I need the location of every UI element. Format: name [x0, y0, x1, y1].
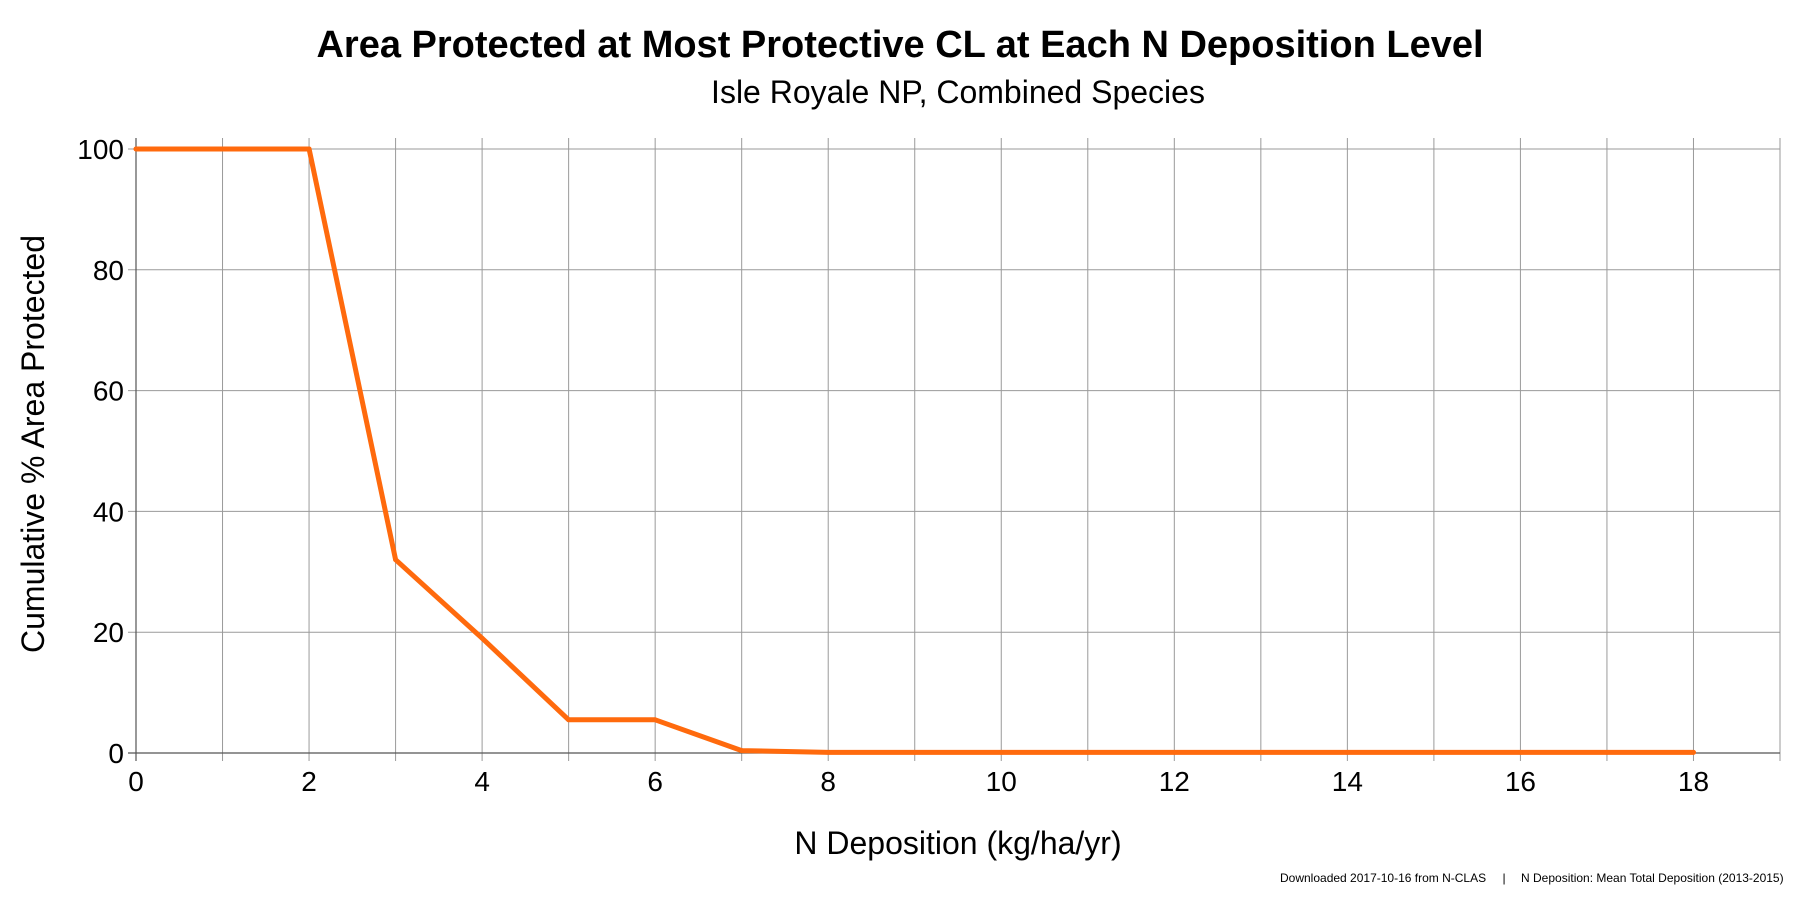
x-tick-label: 4: [474, 766, 490, 797]
data-point: [1604, 749, 1610, 755]
grid: [128, 138, 1781, 761]
series-layer: [133, 146, 1696, 755]
data-point: [306, 146, 312, 152]
data-point: [998, 749, 1004, 755]
chart-title: Area Protected at Most Protective CL at …: [316, 24, 1483, 66]
chart-subtitle: Isle Royale NP, Combined Species: [711, 74, 1205, 110]
data-point: [1518, 749, 1523, 755]
y-axis-label: Cumulative % Area Protected: [15, 235, 51, 653]
x-tick-labels: 0 2 4 6 8 10 12 14 16 18: [128, 766, 1709, 797]
y-tick-label: 100: [77, 134, 124, 165]
y-tick-label: 60: [93, 376, 124, 407]
x-tick-label: 14: [1332, 766, 1363, 797]
data-point: [1691, 749, 1696, 755]
x-tick-label: 6: [647, 766, 663, 797]
footer-source: Downloaded 2017-10-16 from N-CLAS: [1280, 871, 1486, 885]
data-point: [479, 635, 485, 641]
x-tick-label: 8: [820, 766, 836, 797]
data-point: [739, 748, 745, 753]
y-tick-label: 80: [93, 255, 124, 286]
y-tick-label: 40: [93, 496, 124, 527]
x-axis-label: N Deposition (kg/ha/yr): [794, 825, 1121, 861]
data-point: [1085, 749, 1091, 755]
data-point: [133, 146, 139, 152]
data-point: [1258, 749, 1264, 755]
x-tick-label: 10: [986, 766, 1017, 797]
x-tick-label: 0: [128, 766, 144, 797]
data-point: [825, 749, 831, 755]
axes: [128, 138, 1780, 761]
data-point: [566, 717, 572, 723]
data-point: [220, 146, 225, 152]
y-tick-label: 20: [93, 617, 124, 648]
y-tick-label: 0: [108, 738, 124, 769]
data-point: [1344, 749, 1350, 755]
x-tick-label: 18: [1678, 766, 1709, 797]
data-point: [652, 717, 658, 723]
x-tick-label: 16: [1505, 766, 1536, 797]
data-point: [912, 749, 918, 755]
footer-note: N Deposition: Mean Total Deposition (201…: [1521, 871, 1784, 885]
y-tick-labels: 0 20 40 60 80 100: [77, 134, 124, 769]
footer-separator: |: [1502, 871, 1505, 885]
data-point: [393, 557, 398, 563]
x-tick-label: 2: [301, 766, 317, 797]
x-tick-label: 12: [1159, 766, 1190, 797]
data-point: [1171, 749, 1177, 755]
data-point: [1431, 749, 1437, 755]
